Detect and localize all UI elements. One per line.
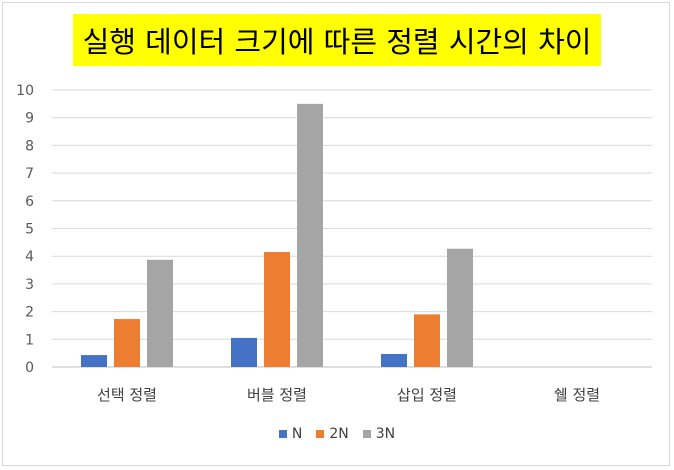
legend-swatch: [316, 430, 325, 438]
bar-2n-0: [114, 319, 140, 367]
y-tick-label: 10: [16, 83, 34, 99]
legend-swatch: [278, 430, 287, 438]
bar-3n-2: [447, 248, 473, 367]
y-tick-label: 0: [25, 360, 34, 376]
chart-legend: N 2N 3N: [0, 426, 674, 442]
bar-3n-1: [297, 103, 323, 367]
y-tick-label: 9: [25, 111, 34, 127]
bar-n-0: [81, 355, 107, 367]
bar-2n-2: [414, 314, 440, 367]
chart-frame: [2, 2, 670, 466]
legend-label: 3N: [375, 426, 396, 442]
y-tick-label: 1: [25, 332, 34, 348]
x-category-label: 버블 정렬: [247, 386, 307, 404]
y-tick-label: 2: [25, 305, 34, 321]
y-tick-label: 6: [25, 194, 34, 210]
y-tick-label: 5: [25, 222, 34, 238]
legend-label: 2N: [329, 426, 349, 442]
chart-title-box: 실행 데이터 크기에 따른 정렬 시간의 차이: [73, 14, 601, 66]
legend-label: N: [291, 426, 303, 442]
bar-3n-0: [147, 259, 173, 367]
bar-n-2: [381, 353, 407, 367]
x-category-label: 쉘 정렬: [554, 386, 600, 404]
y-tick-label: 3: [25, 277, 34, 293]
legend-item-2n: 2N: [316, 426, 349, 442]
y-tick-label: 4: [25, 249, 34, 265]
bar-2n-1: [264, 252, 290, 367]
chart-title: 실행 데이터 크기에 따른 정렬 시간의 차이: [82, 25, 592, 59]
y-tick-label: 8: [25, 138, 34, 154]
y-tick-label: 7: [25, 166, 34, 182]
legend-swatch: [362, 430, 371, 438]
x-category-label: 삽입 정렬: [397, 386, 457, 404]
x-category-label: 선택 정렬: [97, 386, 157, 404]
legend-item-n: N: [278, 426, 303, 442]
legend-item-3n: 3N: [362, 426, 396, 442]
bar-n-1: [231, 337, 257, 367]
